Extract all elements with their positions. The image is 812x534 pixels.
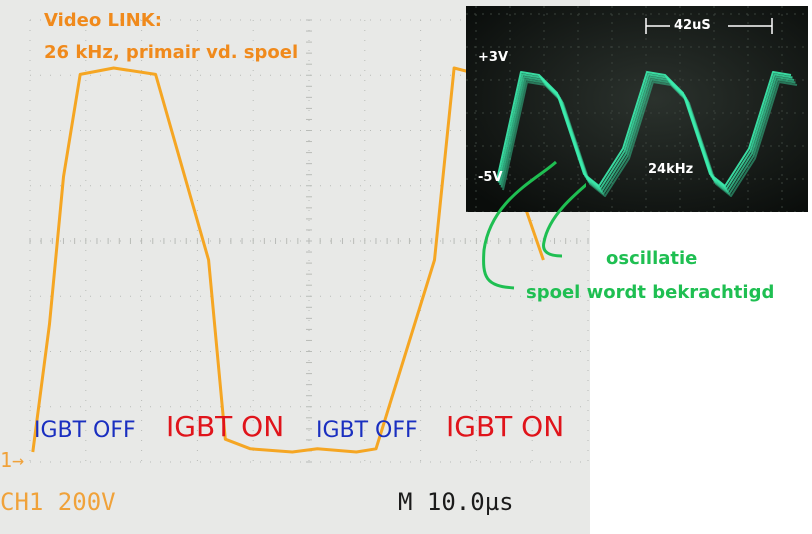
voltage-bottom-label: -5V — [478, 170, 503, 185]
coil-energized-annotation: spoel wordt bekrachtigd — [526, 282, 775, 303]
oscillation-annotation: oscillatie — [606, 248, 698, 269]
inset-scope-plot — [466, 6, 808, 212]
video-link-title[interactable]: Video LINK: — [44, 10, 162, 31]
oscillation-connector-curve — [542, 182, 586, 258]
igbt-on-label-1: IGBT ON — [166, 410, 285, 443]
frequency-label: 24kHz — [648, 162, 694, 177]
frequency-subtitle: 26 kHz, primair vd. spoel — [44, 42, 299, 63]
timebase-label: M 10.0µs — [398, 488, 514, 516]
igbt-on-label-2: IGBT ON — [446, 410, 565, 443]
inset-trace — [502, 81, 798, 197]
voltage-top-label: +3V — [478, 50, 508, 65]
inset-trace — [500, 78, 796, 195]
coil-connector-curve — [482, 160, 558, 290]
igbt-off-label-1: IGBT OFF — [34, 418, 136, 443]
channel-scale-label: CH1 200V — [0, 488, 116, 516]
annotation-connectors — [482, 160, 586, 290]
channel-ground-marker: 1→ — [0, 448, 25, 472]
period-label: 42uS — [674, 18, 711, 33]
igbt-off-label-2: IGBT OFF — [316, 418, 418, 443]
oscilloscope-plot — [29, 19, 589, 463]
inset-scope-photo: 42uS +3V -5V 24kHz — [466, 6, 808, 212]
